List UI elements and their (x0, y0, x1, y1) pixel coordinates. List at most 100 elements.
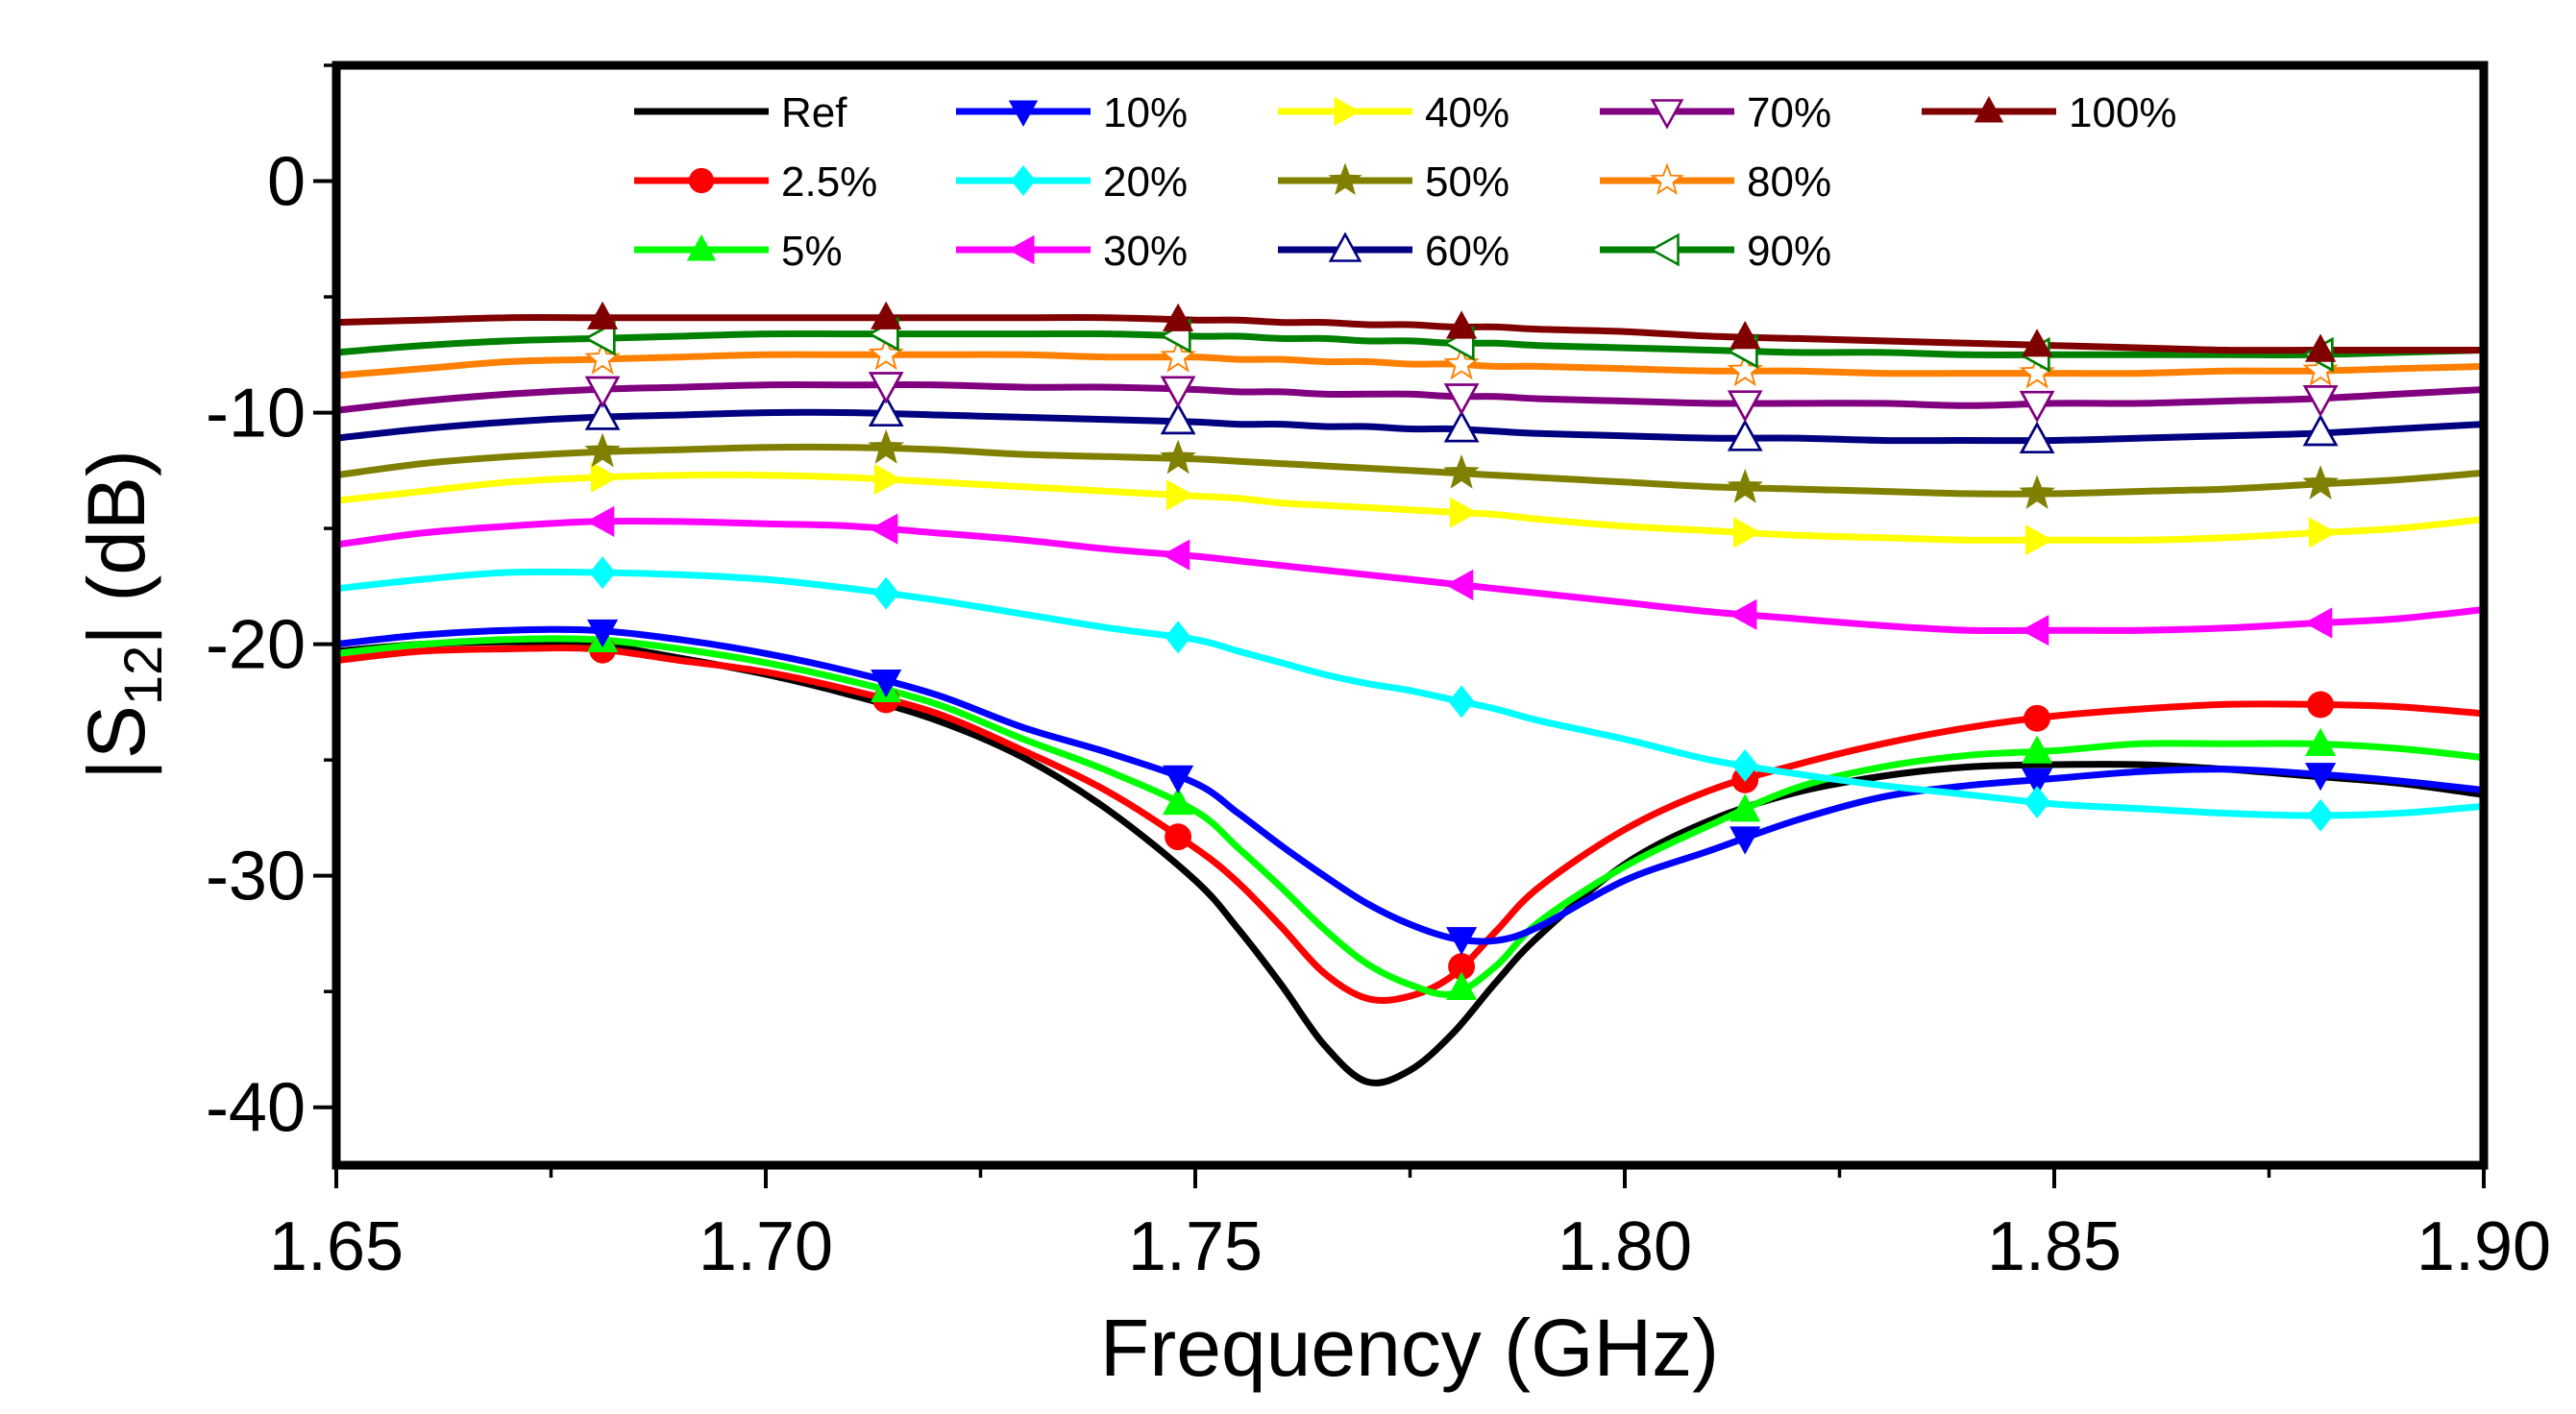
marker-30pct-2 (1162, 539, 1190, 571)
x-tick-label-2: 1.75 (1128, 1208, 1263, 1285)
legend-label-100pct: 100% (2069, 89, 2177, 136)
legend: Ref 10% 40% 70% 100% 2.5% 20% 50% 80% 5% 30% 60% 90% (634, 89, 2177, 275)
marker-2p5pct-3 (1448, 953, 1476, 981)
series-line-100pct (332, 314, 2488, 354)
legend-label-10pct: 10% (1103, 89, 1188, 136)
plot-frame (331, 61, 2489, 1170)
legend-item-80pct: 80% (1600, 158, 1831, 206)
marker-100pct-1 (871, 301, 902, 329)
series-line-30pct (332, 517, 2488, 635)
legend-item-50pct: 50% (1278, 158, 1509, 206)
legend-label-50pct: 50% (1425, 158, 1509, 206)
x-tick-label-1: 1.70 (699, 1208, 833, 1285)
legend-marker-10pct (1008, 100, 1039, 127)
marker-70pct-4 (1727, 390, 1763, 423)
y-tick-label-3: -30 (206, 839, 306, 915)
x-tick-label-4: 1.85 (1987, 1208, 2122, 1285)
legend-item-ref: Ref (634, 89, 847, 136)
series-line-70pct (332, 381, 2488, 414)
marker-100pct-3 (1446, 310, 1478, 339)
marker-20pct-1 (872, 576, 899, 610)
legend-marker-80pct (1650, 162, 1684, 195)
marker-5pct-3 (1446, 971, 1478, 1000)
legend-label-20pct: 20% (1103, 158, 1188, 206)
marker-60pct-4 (1727, 419, 1763, 451)
marker-70pct-0 (584, 376, 621, 409)
series-line-60pct (332, 408, 2488, 445)
marker-40pct-5 (2024, 524, 2054, 556)
legend-item-5pct: 5% (634, 228, 843, 275)
marker-100pct-2 (1163, 303, 1194, 331)
marker-10pct-6 (2305, 763, 2337, 792)
marker-10pct-3 (1446, 927, 1478, 956)
marker-2p5pct-2 (1165, 823, 1192, 851)
series-line-50pct (332, 443, 2488, 498)
series-line-80pct (332, 351, 2488, 379)
marker-30pct-1 (870, 513, 898, 545)
marker-60pct-0 (584, 398, 621, 430)
legend-item-90pct: 90% (1600, 228, 1831, 275)
legend-item-2p5pct: 2.5% (634, 158, 877, 206)
x-tick-label-5: 1.90 (2417, 1208, 2551, 1285)
legend-label-ref: Ref (781, 89, 847, 136)
marker-60pct-1 (868, 394, 904, 427)
legend-marker-90pct (1649, 232, 1680, 267)
marker-50pct-5 (2019, 475, 2055, 509)
marker-40pct-0 (590, 461, 620, 493)
marker-10pct-5 (2022, 768, 2053, 796)
legend-label-30pct: 30% (1103, 228, 1188, 275)
x-tick-label-0: 1.65 (269, 1208, 404, 1285)
legend-marker-40pct (1334, 96, 1361, 127)
marker-20pct-3 (1448, 685, 1475, 719)
y-tick-label-4: -40 (206, 1070, 306, 1147)
legend-item-60pct: 60% (1278, 228, 1509, 275)
marker-40pct-2 (1165, 479, 1195, 511)
marker-40pct-6 (2308, 517, 2338, 549)
marker-50pct-4 (1727, 468, 1763, 503)
legend-label-90pct: 90% (1747, 228, 1831, 275)
marker-30pct-3 (1445, 569, 1474, 600)
marker-100pct-4 (1730, 321, 1761, 350)
series-line-20pct (332, 568, 2488, 819)
marker-70pct-1 (868, 372, 904, 404)
y-axis-title-suffix: | (dB) (71, 450, 161, 646)
marker-100pct-6 (2305, 333, 2337, 362)
y-axis-title: |S12| (dB) (71, 450, 173, 780)
series-layer (332, 314, 2488, 1086)
marker-10pct-2 (1163, 765, 1194, 793)
marker-100pct-0 (587, 301, 619, 329)
marker-100pct-5 (2022, 329, 2053, 357)
legend-label-70pct: 70% (1747, 89, 1831, 136)
series-line-2p5pct (332, 644, 2488, 1004)
marker-20pct-2 (1165, 621, 1191, 654)
x-axis-title: Frequency (GHz) (1100, 1303, 1719, 1393)
marker-50pct-1 (868, 428, 904, 464)
legend-item-40pct: 40% (1278, 89, 1509, 136)
marker-50pct-6 (2302, 465, 2339, 500)
legend-marker-50pct (1328, 162, 1362, 195)
series-line-5pct (332, 635, 2488, 998)
marker-60pct-2 (1160, 402, 1196, 435)
marker-70pct-3 (1443, 383, 1480, 416)
marker-10pct-0 (587, 619, 619, 648)
marker-70pct-2 (1160, 376, 1196, 408)
series-line-90pct (332, 329, 2488, 358)
marker-30pct-0 (586, 505, 615, 537)
y-tick-label-0: 0 (267, 144, 306, 221)
legend-label-80pct: 80% (1747, 158, 1831, 206)
marker-50pct-0 (584, 432, 621, 468)
marker-20pct-6 (2307, 798, 2334, 832)
marker-5pct-6 (2305, 727, 2337, 756)
marker-20pct-0 (589, 556, 616, 590)
marker-5pct-4 (1730, 793, 1761, 822)
legend-marker-30pct (1008, 234, 1035, 265)
legend-marker-5pct (686, 234, 717, 261)
marker-60pct-5 (2019, 421, 2055, 454)
marker-5pct-2 (1163, 787, 1194, 816)
marker-30pct-5 (2021, 615, 2049, 646)
legend-marker-2p5pct (688, 167, 715, 194)
marker-10pct-4 (1730, 826, 1761, 855)
marker-70pct-6 (2302, 385, 2339, 418)
marker-40pct-1 (874, 463, 903, 496)
